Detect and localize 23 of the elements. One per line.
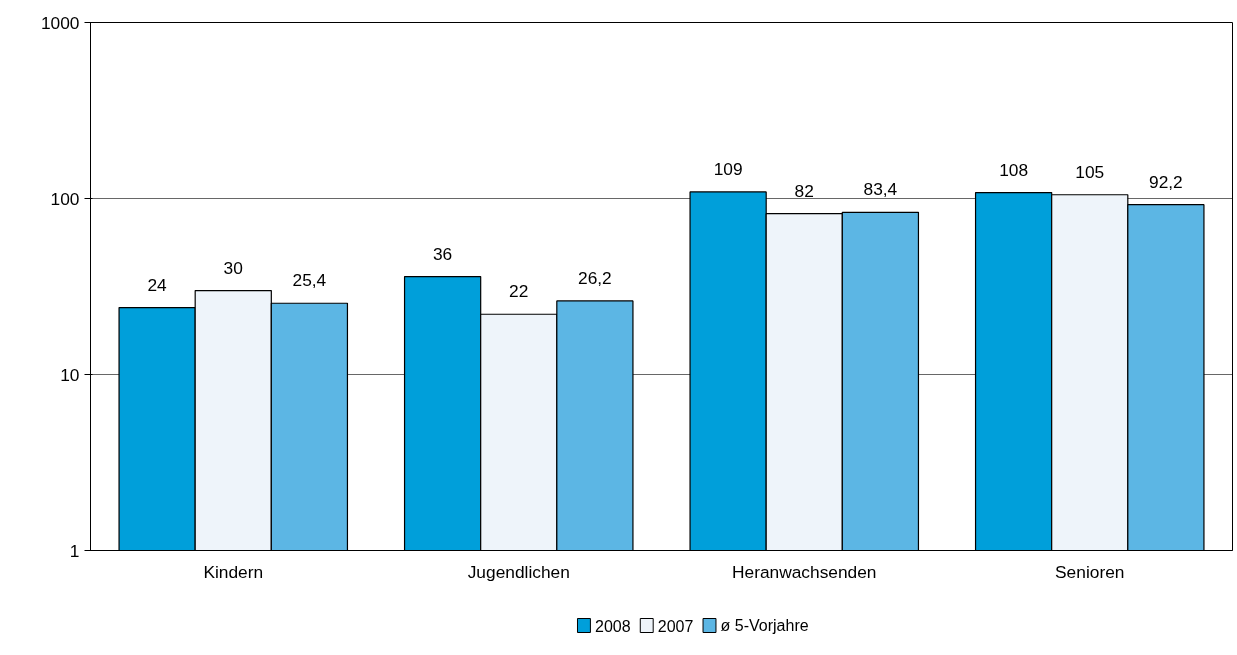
data-label: 36 (432, 243, 453, 264)
data-label: 82 (794, 180, 814, 201)
data-label: 24 (147, 274, 168, 295)
x-tick-label: Senioren (1055, 561, 1125, 582)
data-label: 22 (509, 281, 529, 302)
data-label: 109 (713, 158, 743, 179)
x-tick-label: Heranwachsenden (732, 561, 877, 582)
y-tick-label: 1 (69, 540, 80, 561)
data-label: 25,4 (292, 270, 327, 291)
legend-label: 2008 (595, 617, 631, 635)
y-tick-label: 1000 (40, 12, 80, 33)
data-label: 105 (1075, 161, 1105, 182)
data-label: 30 (223, 257, 243, 278)
data-label: 83,4 (863, 179, 898, 200)
legend-label: ø 5-Vorjahre (720, 617, 809, 634)
data-label: 26,2 (578, 267, 612, 288)
data-label: 92,2 (1149, 171, 1183, 192)
data-label: 108 (999, 159, 1029, 180)
y-tick-label: 100 (50, 188, 80, 209)
legend-label: 2007 (657, 617, 694, 635)
x-tick-label: Jugendlichen (467, 561, 570, 582)
x-tick-label: Kindern (203, 561, 264, 582)
y-tick-label: 10 (60, 364, 80, 385)
